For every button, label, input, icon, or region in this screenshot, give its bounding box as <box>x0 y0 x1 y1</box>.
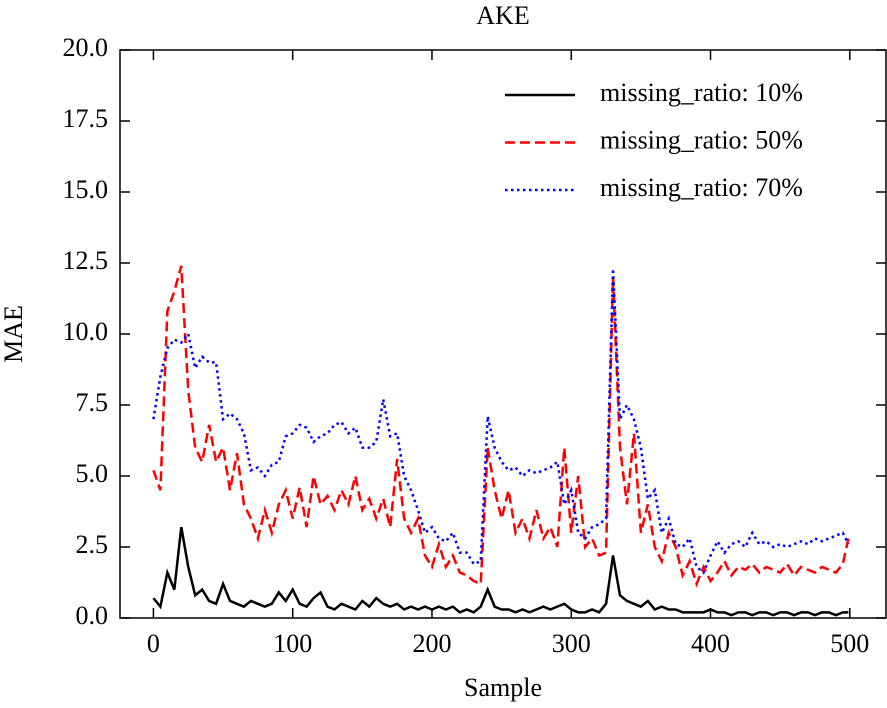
x-axis-label: Sample <box>464 673 542 702</box>
y-tick-label: 17.5 <box>63 104 109 133</box>
x-tick-label: 100 <box>273 629 312 658</box>
legend-label: missing_ratio: 70% <box>600 173 803 202</box>
chart-title: AKE <box>476 1 529 30</box>
y-tick-label: 0.0 <box>76 601 109 630</box>
data-line <box>152 268 850 575</box>
data-line <box>152 265 850 588</box>
x-tick-label: 200 <box>412 629 451 658</box>
y-tick-label: 7.5 <box>76 388 109 417</box>
data-line <box>152 526 849 617</box>
y-tick-label: 10.0 <box>63 317 109 346</box>
legend-label: missing_ratio: 50% <box>600 125 803 154</box>
y-tick-label: 5.0 <box>76 459 109 488</box>
x-tick-label: 500 <box>830 629 869 658</box>
x-tick-label: 300 <box>552 629 591 658</box>
y-tick-label: 15.0 <box>63 175 109 204</box>
y-tick-label: 20.0 <box>63 33 109 62</box>
y-tick-label: 2.5 <box>76 530 109 559</box>
x-tick-label: 0 <box>147 629 160 658</box>
legend-label: missing_ratio: 10% <box>600 78 803 107</box>
y-axis-label: MAE <box>0 305 28 363</box>
x-tick-label: 400 <box>691 629 730 658</box>
y-tick-label: 12.5 <box>63 246 109 275</box>
